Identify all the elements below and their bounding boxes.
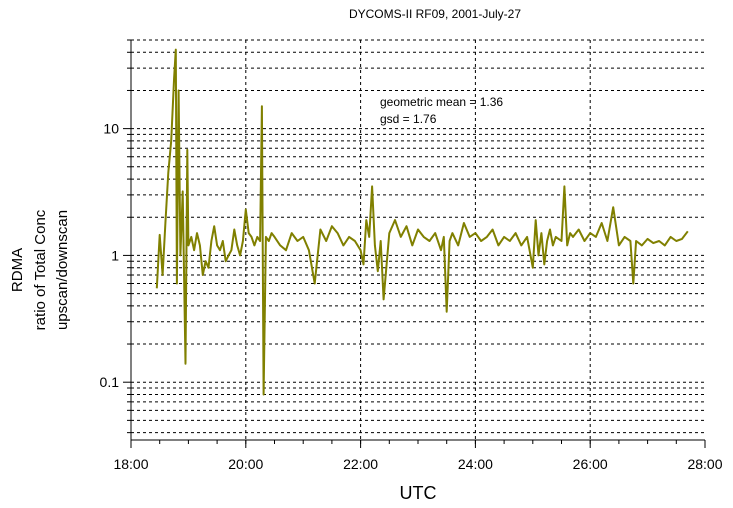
annotation-gsd: gsd = 1.76 [380,112,437,126]
x-tick-label: 20:00 [228,456,263,472]
x-axis-label: UTC [400,483,437,503]
x-tick-label: 28:00 [687,456,722,472]
annotation-geometric-mean: geometric mean = 1.36 [380,95,503,109]
y-tick-labels: 0.1 1 10 [100,121,120,391]
y-tick-label: 10 [103,121,119,137]
y-axis-label-line-2: ratio of Total Conc [32,209,49,330]
y-axis-label-line-3: upscan/downscan [54,210,71,330]
x-tick-label: 22:00 [343,456,378,472]
chart-title: DYCOMS-II RF09, 2001-July-27 [349,7,521,21]
y-axis-label-line-1: RDMA [9,248,26,292]
x-tick-label: 24:00 [458,456,493,472]
y-tick-label: 0.1 [100,374,120,390]
y-tick-label: 1 [111,247,119,263]
x-tick-label: 26:00 [573,456,608,472]
series-line [155,48,689,396]
x-tick-labels: 18:00 20:00 22:00 24:00 26:00 28:00 [113,456,722,472]
grid-lines [131,39,705,440]
x-tick-label: 18:00 [113,456,148,472]
y-axis-label: RDMA ratio of Total Conc upscan/downscan [9,209,71,330]
plot-axes [123,39,706,448]
